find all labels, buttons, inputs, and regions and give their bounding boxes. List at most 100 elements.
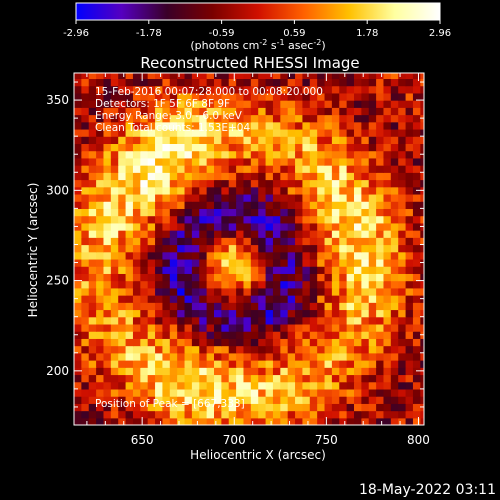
heatmap-cell [206,309,215,318]
heatmap-cell [236,121,245,130]
heatmap-cell [118,100,127,108]
heatmap-cell [214,157,222,166]
heatmap-cell [110,266,119,274]
heatmap-cell [361,287,370,296]
heatmap-cell [214,143,222,152]
heatmap-cell [420,352,424,361]
heatmap-cell [228,316,237,325]
heatmap-cell [405,121,414,130]
heatmap-cell [412,193,421,202]
heatmap-cell [398,193,407,202]
heatmap-cell [390,73,399,80]
heatmap-cell [125,237,134,246]
heatmap-cell [88,157,97,166]
heatmap-cell [280,331,289,339]
heatmap-cell [110,85,119,94]
heatmap-cell [243,258,252,267]
heatmap-cell [309,258,318,267]
heatmap-cell [405,92,414,101]
heatmap-cell [74,374,82,383]
heatmap-cell [405,85,414,94]
heatmap-cell [199,338,208,347]
heatmap-cell [346,251,355,260]
heatmap-cell [125,309,134,318]
heatmap-cell [295,323,304,332]
heatmap-cell [221,251,230,260]
heatmap-cell [354,352,362,361]
heatmap-cell [287,417,296,425]
heatmap-cell [280,388,289,397]
heatmap-cell [383,136,392,144]
heatmap-cell [412,215,421,224]
heatmap-cell [272,410,281,419]
heatmap-cell [169,179,178,188]
heatmap-cell [162,396,171,404]
heatmap-cell [214,309,222,318]
heatmap-cell [140,157,149,166]
heatmap-cell [383,410,392,419]
heatmap-cell [390,215,399,224]
heatmap-cell [272,107,281,116]
heatmap-cell [96,331,105,339]
heatmap-cell [236,157,245,166]
heatmap-cell [295,367,304,376]
heatmap-cell [346,215,355,224]
heatmap-cell [309,302,318,311]
heatmap-cell [302,388,311,397]
heatmap-cell [272,396,281,404]
heatmap-cell [376,100,385,108]
heatmap-cell [339,287,348,296]
heatmap-cell [177,280,186,289]
heatmap-cell [295,266,304,274]
heatmap-cell [147,251,156,260]
heatmap-cell [383,287,392,296]
heatmap-cell [206,280,215,289]
heatmap-cell [420,374,424,383]
heatmap-cell [412,309,421,318]
heatmap-cell [317,244,326,253]
heatmap-cell [295,403,304,412]
heatmap-cell [132,237,141,246]
heatmap-cell [110,331,119,339]
heatmap-cell [88,107,97,116]
heatmap-cell [236,345,245,354]
heatmap-cell [81,100,90,108]
heatmap-cell [162,150,171,159]
heatmap-cell [272,287,281,296]
heatmap-cell [140,85,149,94]
heatmap-cell [339,374,348,383]
heatmap-cell [412,323,421,332]
heatmap-cell [339,302,348,311]
heatmap-cell [258,85,267,94]
heatmap-cell [243,381,252,390]
heatmap-cell [118,367,127,376]
heatmap-cell [361,165,370,173]
heatmap-cell [177,345,186,354]
heatmap-cell [88,316,97,325]
heatmap-cell [405,266,414,274]
heatmap-cell [383,374,392,383]
heatmap-cell [199,193,208,202]
heatmap-cell [317,128,326,137]
heatmap-cell [88,73,97,80]
heatmap-cell [74,323,82,332]
heatmap-cell [162,85,171,94]
heatmap-cell [302,258,311,267]
heatmap-cell [243,114,252,123]
heatmap-cell [199,280,208,289]
heatmap-cell [258,360,267,368]
heatmap-cell [354,222,362,231]
heatmap-cell [250,201,259,209]
heatmap-cell [184,179,193,188]
heatmap-cell [265,367,274,376]
heatmap-cell [191,143,200,152]
heatmap-cell [317,410,326,419]
heatmap-cell [162,157,171,166]
heatmap-cell [398,244,407,253]
heatmap-cell [81,244,90,253]
heatmap-cell [110,186,119,195]
heatmap-cell [118,128,127,137]
colorbar-unit-label: (photons cm-2 s-1 asec-2) [190,38,325,52]
heatmap-cell [287,78,296,87]
heatmap-cell [147,417,156,425]
